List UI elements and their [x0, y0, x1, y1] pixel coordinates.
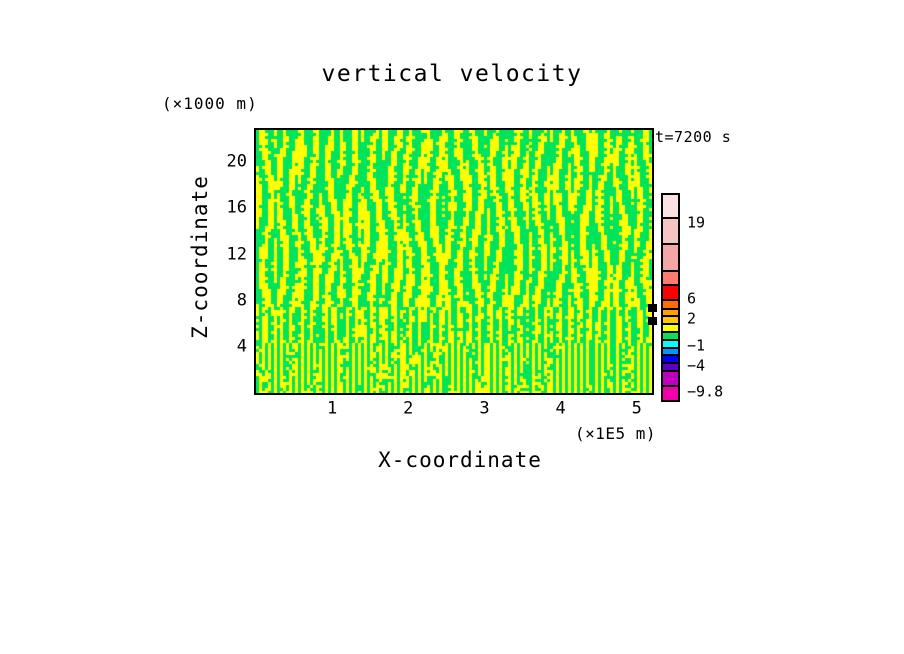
x-axis-title: X-coordinate — [378, 448, 542, 472]
colorbar-segment — [663, 269, 678, 285]
x-tick-label: 5 — [631, 398, 642, 419]
plot-area — [254, 128, 654, 395]
colorbar-segment — [663, 242, 678, 270]
colorbar-segment — [663, 354, 678, 363]
colorbar-tick-label: 19 — [687, 213, 706, 232]
x-tick-label: 2 — [403, 398, 414, 419]
x-axis-units-label: (×1E5 m) — [574, 424, 656, 443]
colorbar-segment — [663, 362, 678, 371]
colorbar-segment — [663, 331, 678, 339]
colorbar-segment — [663, 315, 678, 324]
z-tick-label: 12 — [226, 244, 247, 265]
colorbar-segment — [663, 298, 678, 308]
z-tick-label: 20 — [226, 151, 247, 172]
colorbar-segment — [663, 195, 678, 217]
colorbar-tick-label: 2 — [687, 309, 697, 328]
right-frame-marker — [648, 304, 657, 312]
colorbar-segment — [663, 307, 678, 316]
right-frame-marker — [648, 317, 657, 325]
colorbar-tick-label: −9.8 — [687, 382, 724, 401]
colorbar-tick-label: 6 — [687, 289, 697, 308]
x-tick-label: 3 — [479, 398, 490, 419]
colorbar-segment — [663, 384, 678, 400]
x-tick-label: 1 — [327, 398, 338, 419]
z-tick-label: 16 — [226, 197, 247, 218]
colorbar-segment — [663, 284, 678, 299]
colorbar-tick-label: −4 — [687, 356, 706, 375]
colorbar-segment — [663, 216, 678, 243]
colorbar-segment — [663, 338, 678, 347]
z-tick-label: 8 — [236, 290, 247, 311]
contour-field-canvas — [256, 130, 652, 393]
time-annotation: t=7200 s — [655, 128, 732, 146]
colorbar-tick-label: −1 — [687, 336, 706, 355]
y-axis-units-label: (×1000 m) — [162, 94, 258, 113]
colorbar-segment — [663, 323, 678, 331]
z-tick-label: 4 — [236, 336, 247, 357]
x-tick-label: 4 — [555, 398, 566, 419]
page-title: vertical velocity — [321, 61, 583, 87]
colorbar — [661, 193, 680, 402]
colorbar-segment — [663, 370, 678, 385]
colorbar-segment — [663, 346, 678, 355]
